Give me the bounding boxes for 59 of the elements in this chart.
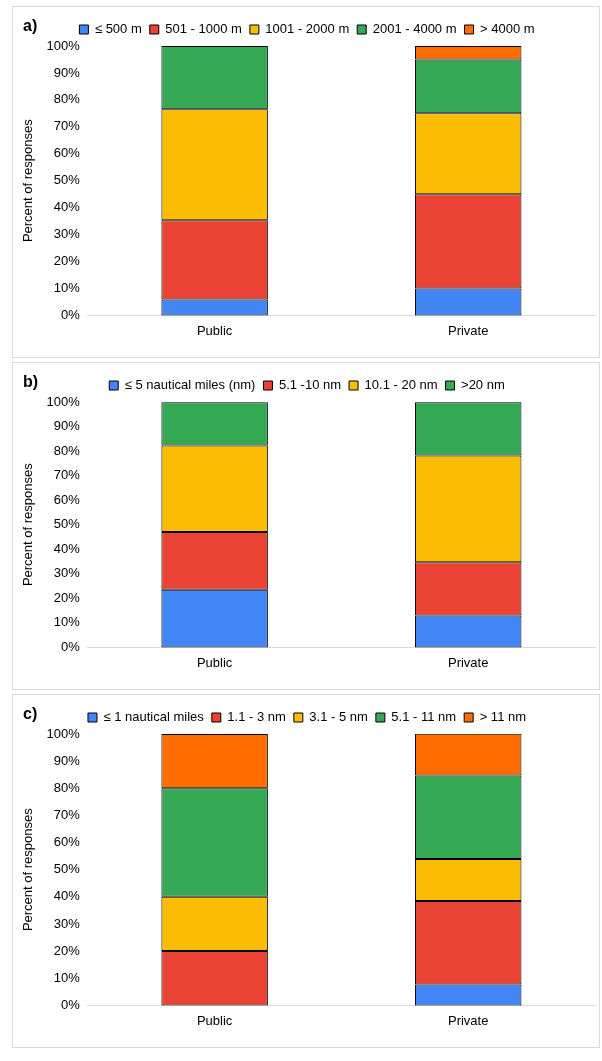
chart-title: b) <box>23 373 39 391</box>
y-tick-label: 20% <box>53 253 81 269</box>
legend-label: 1001 - 2000 m <box>265 21 350 37</box>
legend-label: ≤ 500 m <box>94 21 142 37</box>
y-tick-label: 20% <box>53 942 81 958</box>
y-tick-label: 30% <box>53 915 81 931</box>
legend-label: >20 nm <box>461 377 505 393</box>
y-tick-label: 90% <box>53 64 81 80</box>
y-tick-label: 100% <box>46 393 81 409</box>
legend-label: ≤ 5 nautical miles (nm) <box>124 377 256 393</box>
y-axis-title: Percent of responses <box>20 118 36 243</box>
y-tick-label: 60% <box>53 491 81 507</box>
legend-label: > 4000 m <box>480 21 535 37</box>
y-tick-label: 50% <box>53 516 81 532</box>
chart-title: c) <box>23 705 38 723</box>
x-tick-label: Private <box>447 322 489 338</box>
y-tick-label: 60% <box>53 145 81 161</box>
legend-label: 5.1 - 11 nm <box>391 709 457 725</box>
y-tick-label: 60% <box>53 834 81 850</box>
x-tick-label: Public <box>196 654 233 670</box>
y-tick-label: 10% <box>53 969 81 985</box>
y-tick-label: 80% <box>53 442 81 458</box>
y-tick-label: 20% <box>53 589 81 605</box>
legend-label: ≤ 1 nautical miles <box>103 709 205 725</box>
legend-label: 3.1 - 5 nm <box>309 709 368 725</box>
y-tick-label: 0% <box>61 306 81 322</box>
y-tick-label: 90% <box>53 418 81 434</box>
y-tick-label: 80% <box>53 91 81 107</box>
legend-label: 1.1 - 3 nm <box>227 709 286 725</box>
y-tick-label: 70% <box>53 467 81 483</box>
legend-label: 5.1 -10 nm <box>278 377 342 393</box>
y-tick-label: 40% <box>53 199 81 215</box>
legend-label: 501 - 1000 m <box>165 21 242 37</box>
chart-title: a) <box>23 17 38 35</box>
legend-label: 10.1 - 20 nm <box>364 377 438 393</box>
y-tick-label: 30% <box>53 565 81 581</box>
y-tick-label: 0% <box>61 638 81 654</box>
legend-label: > 11 nm <box>479 709 527 725</box>
y-tick-label: 70% <box>53 807 81 822</box>
y-tick-label: 10% <box>53 614 81 630</box>
y-axis-title: Percent of responses <box>20 807 36 932</box>
x-tick-label: Private <box>447 1012 489 1028</box>
x-tick-label: Public <box>196 1012 233 1028</box>
legend-label: 2001 - 4000 m <box>372 21 457 37</box>
y-tick-label: 70% <box>53 118 81 134</box>
y-tick-label: 100% <box>46 37 81 53</box>
y-tick-label: 90% <box>53 752 81 768</box>
y-tick-label: 50% <box>53 172 81 188</box>
y-tick-label: 100% <box>46 725 81 741</box>
y-tick-label: 80% <box>53 779 81 795</box>
y-tick-label: 40% <box>53 888 81 904</box>
y-tick-label: 0% <box>61 996 81 1012</box>
y-tick-label: 10% <box>53 280 81 296</box>
x-tick-label: Private <box>447 654 489 670</box>
y-tick-label: 40% <box>53 540 81 556</box>
y-axis-title: Percent of responses <box>20 462 36 587</box>
y-tick-label: 30% <box>53 226 81 242</box>
y-tick-label: 50% <box>53 861 81 877</box>
x-tick-label: Public <box>196 322 233 338</box>
